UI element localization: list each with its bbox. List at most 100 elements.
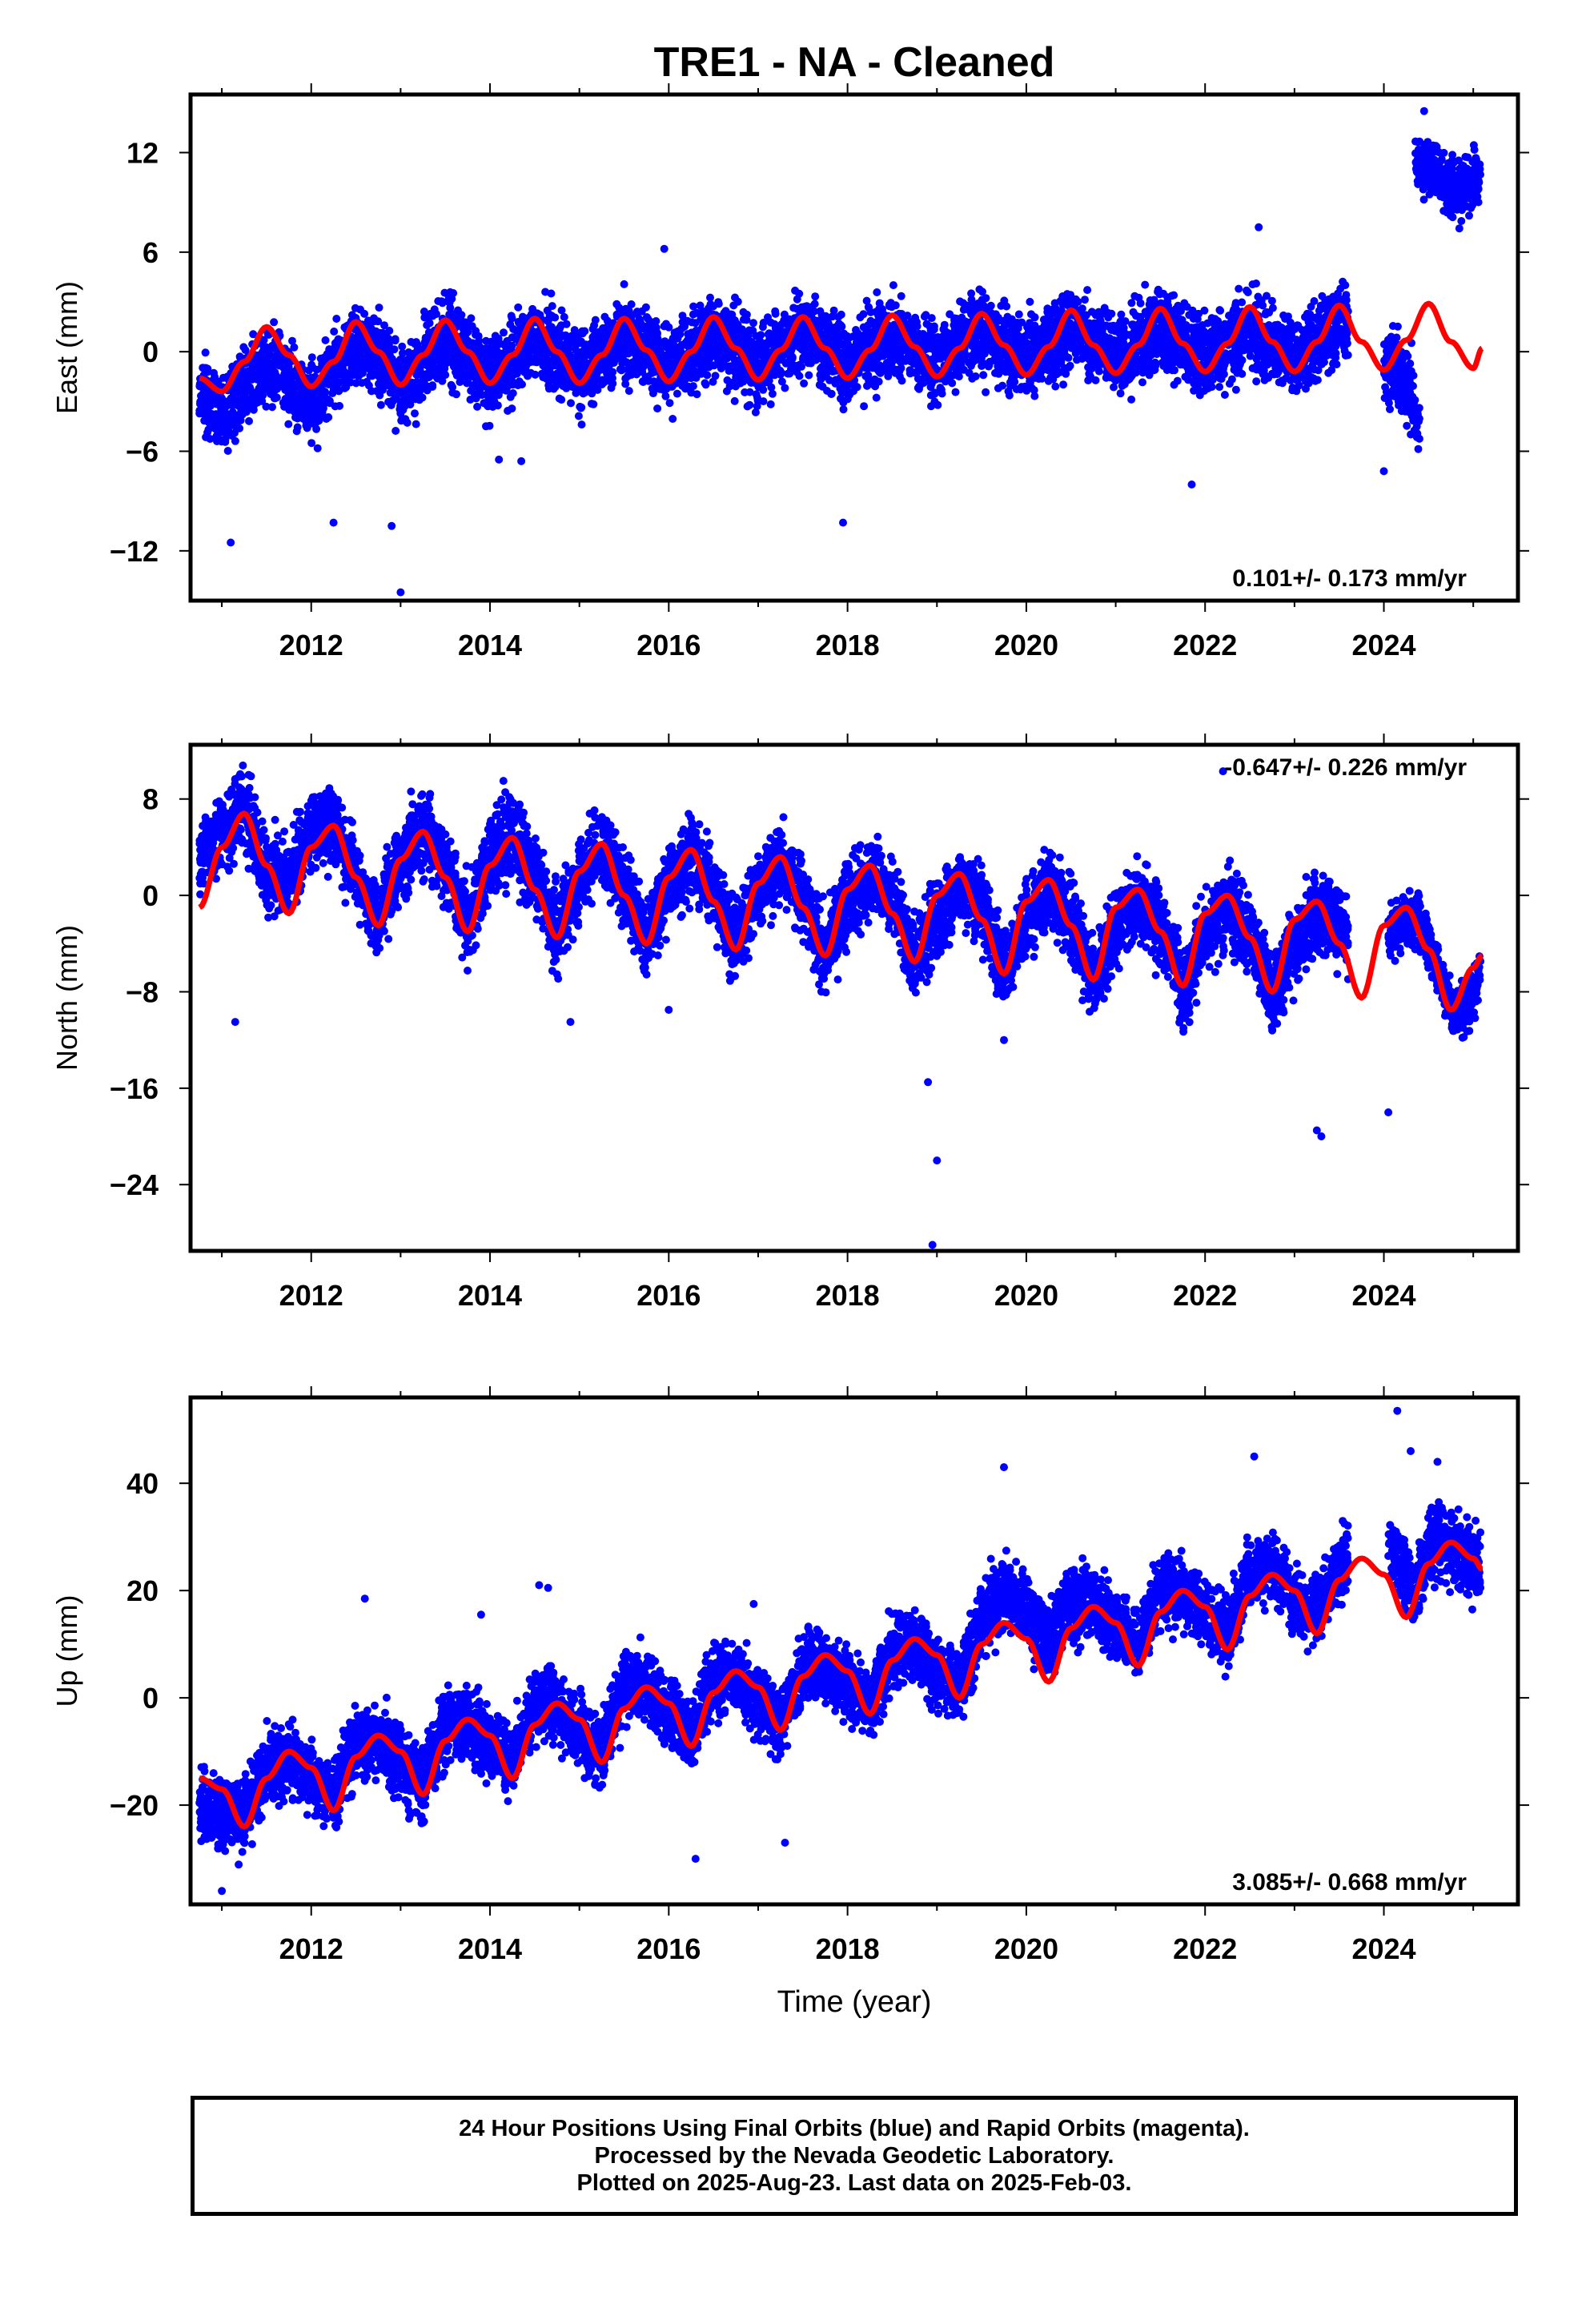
- data-point: [874, 377, 883, 386]
- data-point: [729, 301, 738, 310]
- data-point: [837, 310, 845, 319]
- data-point: [467, 314, 476, 323]
- data-point: [959, 299, 967, 308]
- data-point: [837, 321, 845, 330]
- data-point: [886, 299, 895, 308]
- data-point: [1211, 315, 1219, 324]
- data-point: [711, 372, 720, 380]
- data-point: [1252, 279, 1260, 287]
- data-point: [1000, 296, 1009, 305]
- data-point: [201, 348, 210, 357]
- data-point: [837, 394, 845, 403]
- data-point: [720, 308, 729, 317]
- data-point: [321, 336, 330, 344]
- data-point: [506, 320, 515, 329]
- data-point: [500, 328, 508, 337]
- data-point: [1194, 384, 1203, 393]
- data-point: [1046, 373, 1055, 382]
- data-point: [514, 303, 523, 312]
- data-point: [665, 399, 674, 408]
- data-point: [1268, 304, 1277, 312]
- data-point: [669, 415, 677, 423]
- data-point: [766, 400, 775, 408]
- data-point: [1231, 299, 1240, 308]
- data-point: [477, 391, 486, 400]
- data-point: [621, 380, 630, 388]
- data-point: [793, 295, 801, 304]
- data-point: [660, 322, 669, 331]
- data-point: [764, 313, 772, 322]
- data-point: [1336, 284, 1345, 293]
- data-point: [865, 304, 873, 312]
- data-point: [745, 388, 754, 396]
- data-point: [452, 390, 460, 399]
- panel-east: 2012 2014 2016 2018 2020 2022 20241260−6−12Eas…: [50, 83, 1529, 661]
- data-point: [448, 295, 456, 304]
- data-point: [599, 324, 608, 332]
- data-point: [624, 387, 633, 396]
- data-point: [627, 300, 636, 308]
- data-point: [508, 314, 516, 323]
- data-point: [293, 423, 302, 432]
- data-point: [889, 281, 897, 290]
- data-point: [1130, 292, 1139, 300]
- data-point: [865, 376, 873, 385]
- data-point: [1116, 389, 1125, 398]
- data-point: [1235, 284, 1243, 293]
- data-point: [1263, 292, 1271, 300]
- data-point: [862, 296, 871, 305]
- chart-title: TRE1 - NA - Cleaned: [654, 39, 1055, 86]
- data-point: [1102, 373, 1110, 382]
- data-point: [307, 353, 316, 362]
- data-point: [1118, 381, 1126, 390]
- data-point: [743, 402, 752, 411]
- data-point: [307, 439, 316, 448]
- data-point: [385, 327, 394, 335]
- data-point: [1254, 292, 1263, 301]
- data-point: [997, 366, 1005, 375]
- data-point: [1146, 302, 1154, 310]
- data-point: [1290, 323, 1299, 332]
- data-point: [926, 391, 935, 400]
- data-point: [873, 288, 881, 296]
- data-point: [771, 307, 780, 316]
- data-point: [1059, 380, 1068, 389]
- data-point: [829, 306, 838, 315]
- data-layer-east: [195, 107, 1484, 597]
- data-point: [768, 389, 777, 398]
- data-point: [961, 317, 970, 326]
- data-point: [1190, 379, 1199, 388]
- data-point: [438, 376, 447, 385]
- data-point: [411, 409, 419, 418]
- data-point: [1253, 300, 1261, 309]
- data-point: [1110, 383, 1118, 392]
- data-point: [356, 365, 365, 374]
- data-point: [789, 304, 798, 312]
- data-point: [368, 372, 376, 380]
- data-point: [375, 304, 383, 312]
- data-point: [1129, 308, 1138, 316]
- data-point: [1008, 328, 1017, 336]
- data-point: [447, 380, 456, 389]
- data-point: [555, 394, 564, 403]
- data-point: [1231, 385, 1240, 394]
- data-point: [620, 279, 628, 288]
- data-point: [524, 372, 532, 380]
- data-point: [1127, 299, 1136, 308]
- data-point: [347, 311, 356, 320]
- data-point: [335, 401, 343, 410]
- data-point: [777, 377, 786, 386]
- data-point: [897, 292, 905, 300]
- data-point: [245, 416, 253, 425]
- data-point: [401, 415, 410, 424]
- data-point: [374, 317, 383, 326]
- data-point: [249, 330, 258, 339]
- data-point: [235, 352, 244, 361]
- data-point: [1170, 380, 1178, 389]
- data-point: [951, 388, 960, 396]
- data-point: [313, 444, 322, 452]
- data-point: [1081, 296, 1089, 304]
- data-point: [387, 401, 396, 409]
- data-point: [473, 402, 482, 411]
